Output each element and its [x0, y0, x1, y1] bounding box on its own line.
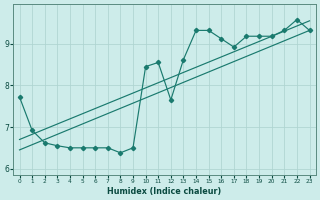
X-axis label: Humidex (Indice chaleur): Humidex (Indice chaleur)	[108, 187, 222, 196]
